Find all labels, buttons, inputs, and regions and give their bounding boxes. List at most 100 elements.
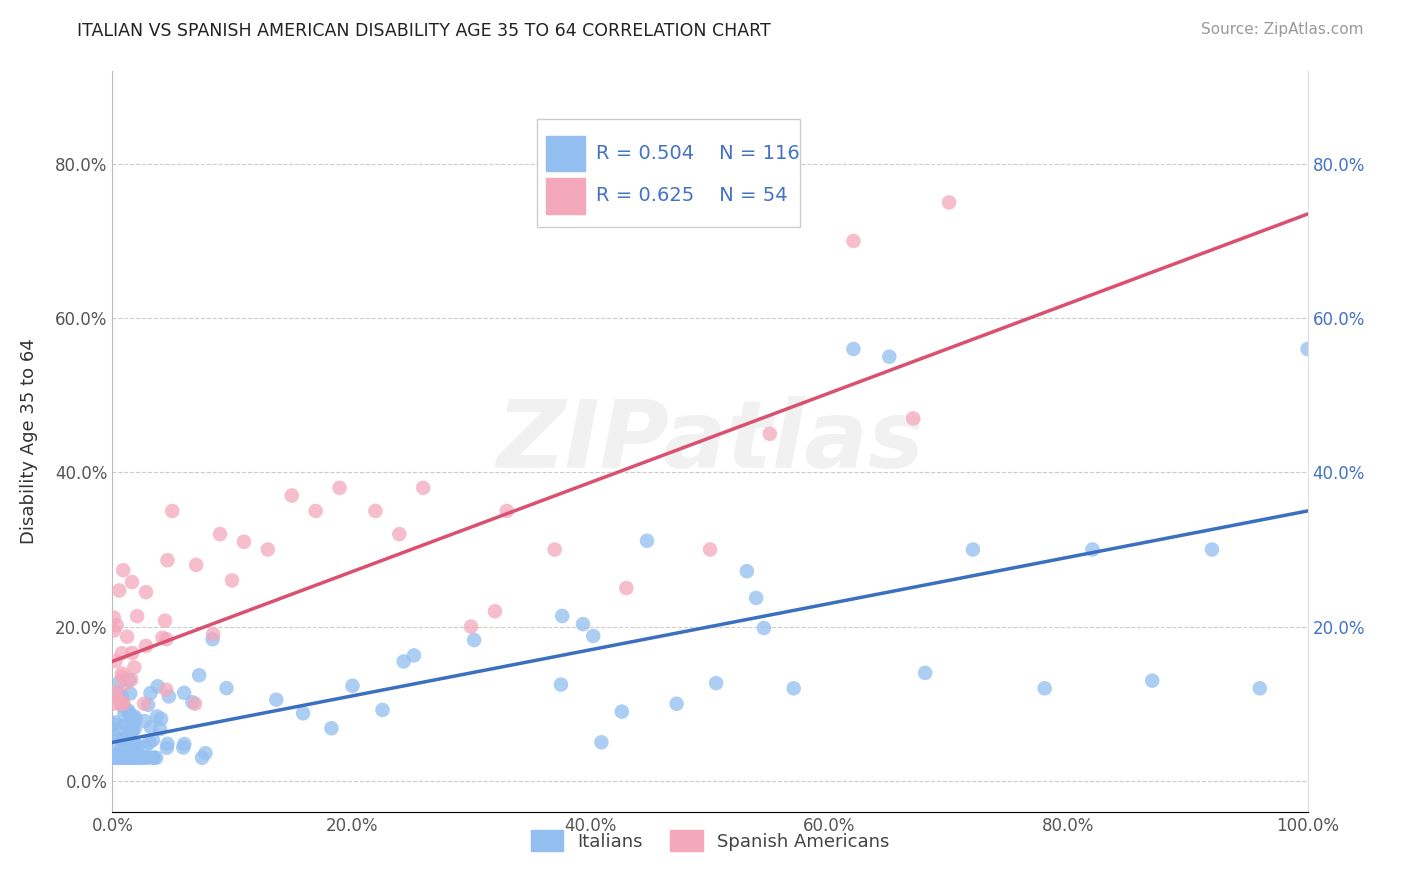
Point [132, 697, 155, 711]
Point [782, 681, 804, 696]
Point [107, 687, 129, 701]
Point [551, 609, 574, 624]
Point [110, 697, 132, 711]
Point [1081, 542, 1104, 557]
Point [115, 749, 138, 764]
Point [460, 619, 482, 633]
Point [111, 666, 134, 681]
Y-axis label: Disability Age 35 to 64: Disability Age 35 to 64 [21, 339, 38, 544]
Point [221, 574, 243, 588]
Point [117, 704, 139, 718]
Point [292, 706, 315, 721]
Point [105, 618, 128, 632]
Point [903, 411, 925, 425]
Point [117, 750, 139, 764]
Point [155, 682, 177, 697]
Point [114, 745, 136, 759]
Point [136, 698, 159, 712]
Point [146, 679, 169, 693]
Point [463, 633, 485, 648]
Point [118, 721, 141, 735]
Point [1201, 542, 1223, 557]
Point [329, 481, 352, 495]
Point [114, 718, 136, 732]
Point [122, 735, 145, 749]
Point [173, 686, 195, 700]
Point [104, 750, 127, 764]
Point [120, 673, 142, 687]
Point [128, 750, 150, 764]
Point [172, 740, 194, 755]
Point [138, 735, 160, 749]
Point [124, 712, 146, 726]
Point [115, 750, 138, 764]
Point [181, 695, 204, 709]
Point [392, 655, 415, 669]
FancyBboxPatch shape [537, 120, 800, 227]
Point [665, 697, 688, 711]
Point [121, 646, 143, 660]
Text: Source: ZipAtlas.com: Source: ZipAtlas.com [1201, 22, 1364, 37]
Point [111, 690, 134, 704]
Point [104, 688, 127, 702]
Point [149, 722, 172, 736]
Point [735, 564, 758, 578]
Point [117, 706, 139, 720]
Point [152, 631, 174, 645]
Point [111, 750, 134, 764]
Point [135, 750, 157, 764]
Point [145, 750, 167, 764]
Point [139, 686, 162, 700]
Point [107, 750, 129, 764]
Point [402, 648, 425, 663]
Point [120, 725, 142, 739]
Point [135, 639, 157, 653]
Point [110, 744, 132, 758]
Point [496, 504, 519, 518]
Point [103, 697, 125, 711]
Point [121, 723, 143, 737]
Point [142, 750, 165, 764]
Point [134, 739, 156, 754]
Point [1142, 673, 1164, 688]
Point [103, 741, 125, 756]
Point [146, 709, 169, 723]
Point [752, 621, 775, 635]
Point [120, 750, 142, 764]
Point [124, 738, 146, 752]
Point [1296, 342, 1319, 356]
Point [191, 750, 214, 764]
Point [105, 688, 128, 702]
Point [142, 733, 165, 747]
Point [636, 533, 658, 548]
Point [124, 722, 146, 736]
Point [150, 712, 173, 726]
Point [156, 740, 179, 755]
Point [105, 750, 128, 764]
Point [142, 750, 165, 764]
Point [257, 542, 280, 557]
Point [112, 750, 135, 764]
Point [155, 632, 177, 647]
Text: ZIPatlas: ZIPatlas [496, 395, 924, 488]
Point [103, 729, 125, 743]
Point [616, 581, 638, 595]
Point [371, 703, 394, 717]
Point [484, 604, 506, 618]
Point [110, 731, 132, 746]
Point [115, 731, 138, 746]
Point [139, 720, 162, 734]
Point [114, 677, 136, 691]
Point [135, 585, 157, 599]
Point [202, 627, 225, 641]
Point [134, 714, 156, 728]
Point [543, 542, 565, 557]
Legend: Italians, Spanish Americans: Italians, Spanish Americans [523, 823, 897, 858]
Point [118, 724, 141, 739]
Point [342, 679, 364, 693]
Point [112, 750, 135, 764]
Point [704, 676, 727, 690]
Point [550, 677, 572, 691]
Point [184, 697, 207, 711]
Text: R = 0.625    N = 54: R = 0.625 N = 54 [596, 186, 789, 205]
